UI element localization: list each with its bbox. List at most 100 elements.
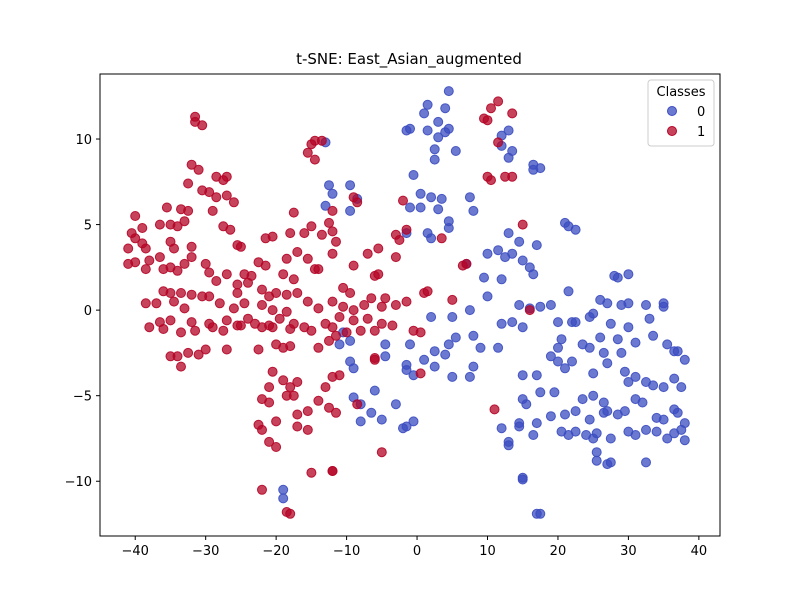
data-point — [286, 325, 295, 334]
data-point — [363, 314, 372, 323]
series-0 — [279, 87, 690, 519]
data-point — [518, 323, 527, 332]
data-point — [233, 289, 242, 298]
data-point — [367, 294, 376, 303]
data-point — [328, 467, 337, 476]
data-point — [469, 331, 478, 340]
data-point — [268, 367, 277, 376]
data-point — [317, 136, 326, 145]
data-point — [508, 172, 517, 181]
data-point — [236, 321, 245, 330]
data-point — [441, 350, 450, 359]
data-point — [258, 485, 267, 494]
data-point — [314, 396, 323, 405]
data-point — [314, 265, 323, 274]
legend-marker-1 — [668, 127, 677, 136]
data-point — [444, 340, 453, 349]
data-point — [515, 422, 524, 431]
data-point — [476, 343, 485, 352]
data-point — [325, 403, 334, 412]
data-point — [483, 249, 492, 258]
data-point — [589, 309, 598, 318]
data-point — [282, 307, 291, 316]
data-point — [374, 270, 383, 279]
data-point — [229, 198, 238, 207]
data-point — [536, 509, 545, 518]
data-point — [388, 321, 397, 330]
data-point — [469, 206, 478, 215]
data-point — [557, 335, 566, 344]
data-point — [518, 220, 527, 229]
data-point — [592, 456, 601, 465]
data-point — [170, 244, 179, 253]
data-point — [212, 277, 221, 286]
data-point — [546, 301, 555, 310]
data-point — [571, 225, 580, 234]
y-tick-label: 10 — [75, 133, 92, 148]
data-point — [325, 336, 334, 345]
data-point — [494, 246, 503, 255]
data-point — [286, 342, 295, 351]
data-point — [258, 301, 267, 310]
x-tick-label: 0 — [413, 544, 421, 559]
data-point — [465, 193, 474, 202]
data-point — [177, 289, 186, 298]
data-point — [494, 138, 503, 147]
data-point — [568, 357, 577, 366]
data-point — [592, 429, 601, 438]
data-point — [141, 265, 150, 274]
data-point — [448, 372, 457, 381]
data-point — [381, 352, 390, 361]
data-point — [483, 116, 492, 125]
data-point — [490, 405, 499, 414]
data-point — [166, 289, 175, 298]
legend-label-0: 0 — [697, 105, 705, 120]
data-point — [258, 285, 267, 294]
data-point — [504, 437, 513, 446]
data-point — [208, 323, 217, 332]
data-point — [649, 381, 658, 390]
data-point — [606, 319, 615, 328]
data-point — [613, 335, 622, 344]
data-point — [399, 424, 408, 433]
data-point — [504, 126, 513, 135]
data-point — [480, 273, 489, 282]
data-point — [279, 485, 288, 494]
data-point — [184, 206, 193, 215]
data-point — [550, 388, 559, 397]
data-point — [377, 448, 386, 457]
legend: Classes 0 1 — [648, 80, 714, 146]
data-point — [624, 299, 633, 308]
data-point — [497, 275, 506, 284]
data-point — [599, 398, 608, 407]
data-point — [592, 448, 601, 457]
data-point — [448, 295, 457, 304]
data-point — [219, 326, 228, 335]
data-point — [402, 126, 411, 135]
data-point — [554, 343, 563, 352]
data-point — [233, 280, 242, 289]
data-point — [430, 362, 439, 371]
data-point — [465, 306, 474, 315]
data-point — [377, 302, 386, 311]
data-point — [391, 301, 400, 310]
data-point — [437, 234, 446, 243]
data-point — [423, 100, 432, 109]
data-point — [624, 323, 633, 332]
data-point — [265, 398, 274, 407]
data-point — [353, 198, 362, 207]
data-point — [529, 270, 538, 279]
data-point — [286, 383, 295, 392]
data-point — [554, 318, 563, 327]
data-point — [416, 328, 425, 337]
data-point — [236, 242, 245, 251]
data-point — [659, 415, 668, 424]
data-point — [613, 273, 622, 282]
data-point — [131, 212, 140, 221]
x-tick-label: 30 — [620, 544, 637, 559]
data-point — [356, 417, 365, 426]
data-point — [335, 340, 344, 349]
data-point — [244, 278, 253, 287]
data-point — [159, 265, 168, 274]
data-point — [187, 318, 196, 327]
